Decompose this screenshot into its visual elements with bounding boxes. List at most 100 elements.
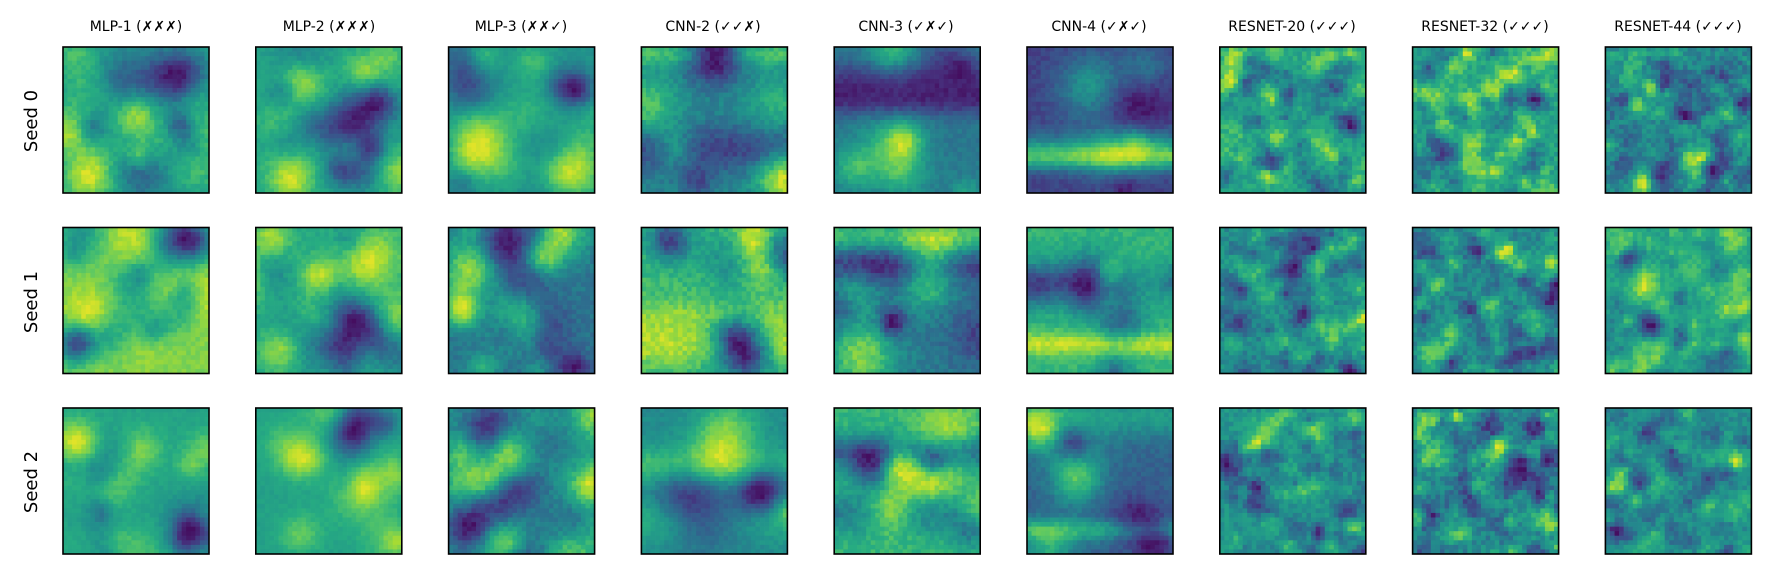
- heatmap-cell: [145, 110, 151, 116]
- heatmap-cell: [655, 188, 660, 194]
- heatmap-cell: [567, 165, 573, 171]
- heatmap-cell: [866, 51, 872, 57]
- heatmap-cell: [939, 138, 945, 144]
- heatmap-cell: [378, 151, 384, 157]
- heatmap-cell: [553, 56, 559, 62]
- heatmap-cell: [687, 142, 692, 148]
- heatmap-cell: [90, 174, 96, 180]
- heatmap-cell: [462, 129, 468, 135]
- heatmap-cell: [63, 179, 68, 185]
- heatmap-cell: [347, 129, 352, 135]
- heatmap-cell: [347, 115, 352, 121]
- heatmap-cell: [562, 124, 568, 130]
- heatmap-cell: [181, 106, 187, 112]
- heatmap-cell: [879, 56, 885, 62]
- heatmap-cell: [154, 151, 160, 157]
- heatmap-cell: [852, 47, 858, 52]
- heatmap-cell: [714, 51, 720, 57]
- heatmap-cell: [966, 101, 972, 107]
- heatmap-cell: [866, 151, 872, 157]
- heatmap-cell: [287, 133, 293, 139]
- heatmap-cell: [879, 151, 885, 157]
- heatmap-cell: [746, 60, 752, 66]
- heatmap-cell: [448, 170, 454, 176]
- heatmap-cell: [558, 56, 564, 62]
- heatmap-cell: [324, 110, 330, 116]
- heatmap-cell: [875, 138, 881, 144]
- heatmap-cell: [668, 47, 674, 52]
- heatmap-cell: [163, 129, 169, 135]
- heatmap-cell: [448, 69, 454, 75]
- heatmap-cell: [448, 147, 454, 153]
- heatmap-cell: [337, 110, 343, 116]
- heatmap-cell: [847, 97, 853, 103]
- heatmap-cell: [305, 124, 311, 130]
- heatmap-cell: [966, 92, 972, 98]
- heatmap-cell: [378, 106, 384, 112]
- heatmap-cell: [709, 179, 715, 185]
- heatmap-cell: [705, 51, 711, 57]
- heatmap-cell: [315, 133, 321, 139]
- heatmap-cell: [902, 147, 908, 153]
- heatmap-cell: [503, 78, 509, 84]
- heatmap-cell: [769, 56, 775, 62]
- heatmap-cell: [668, 133, 674, 139]
- heatmap-cell: [374, 115, 380, 121]
- heatmap-cell: [204, 69, 210, 75]
- heatmap-cell: [181, 156, 187, 162]
- heatmap-cell: [764, 124, 770, 130]
- heatmap-cell: [90, 147, 96, 153]
- heatmap-cell: [975, 156, 981, 162]
- heatmap-cell: [388, 156, 394, 162]
- heatmap-cell: [498, 170, 504, 176]
- heatmap-cell: [687, 92, 692, 98]
- heatmap-cell: [90, 188, 96, 194]
- heatmap-cell: [72, 183, 78, 189]
- heatmap-cell: [108, 188, 114, 194]
- heatmap-cell: [852, 151, 858, 157]
- heatmap-cell: [356, 74, 362, 80]
- heatmap-cell: [67, 179, 73, 185]
- heatmap-cell: [177, 110, 182, 116]
- heatmap-cell: [204, 188, 210, 194]
- heatmap-cell: [81, 188, 87, 194]
- heatmap-cell: [503, 110, 509, 116]
- heatmap-cell: [682, 183, 688, 189]
- heatmap-cell: [934, 56, 940, 62]
- heatmap-cell: [283, 97, 289, 103]
- heatmap-cell: [655, 183, 660, 189]
- heatmap-cell: [63, 60, 68, 66]
- heatmap-cell: [388, 179, 394, 185]
- heatmap-cell: [580, 47, 586, 52]
- heatmap-cell: [916, 56, 922, 62]
- heatmap-cell: [934, 92, 940, 98]
- heatmap-cell: [453, 170, 459, 176]
- heatmap-cell: [374, 170, 380, 176]
- heatmap-cell: [750, 74, 756, 80]
- heatmap-cell: [76, 110, 82, 116]
- heatmap-cell: [943, 74, 949, 80]
- heatmap-cell: [677, 161, 683, 166]
- heatmap-cell: [480, 120, 486, 125]
- heatmap-cell: [544, 170, 550, 176]
- heatmap-cell: [154, 83, 160, 89]
- heatmap-cell: [264, 65, 270, 71]
- heatmap-cell: [567, 83, 573, 89]
- heatmap-cell: [328, 147, 334, 153]
- heatmap-cell: [186, 188, 192, 194]
- heatmap-cell: [167, 101, 173, 107]
- heatmap-cell: [682, 138, 688, 144]
- heatmap-cell: [287, 74, 293, 80]
- heatmap-cell: [875, 97, 881, 103]
- heatmap-cell: [278, 161, 284, 166]
- heatmap-cell: [503, 183, 509, 189]
- heatmap-cell: [131, 60, 137, 66]
- heatmap-cell: [590, 188, 595, 194]
- heatmap-cell: [186, 97, 192, 103]
- heatmap-cell: [392, 165, 398, 171]
- heatmap-cell: [342, 147, 348, 153]
- heatmap-cell: [526, 156, 532, 162]
- heatmap-cell: [948, 110, 954, 116]
- heatmap-cell: [315, 120, 321, 125]
- heatmap-cell: [117, 142, 123, 148]
